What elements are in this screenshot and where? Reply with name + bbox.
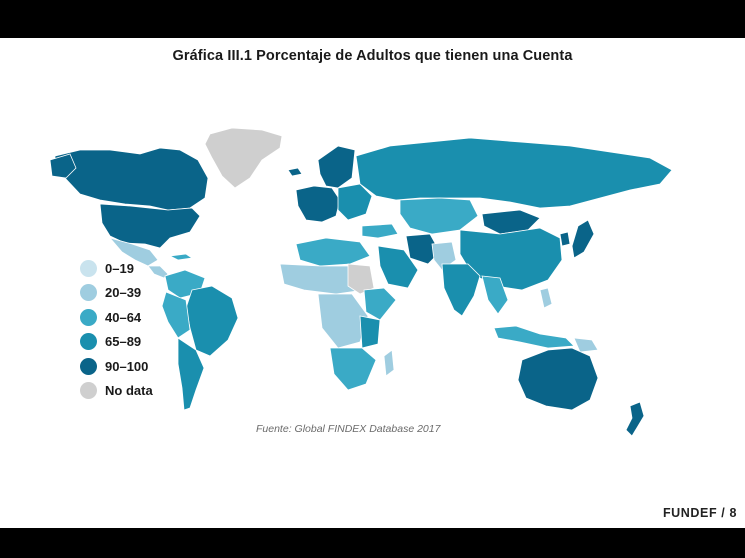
region-north-africa [295,237,371,267]
region-horn-of-africa [363,287,397,321]
region-iceland [287,167,303,177]
region-indonesia [493,325,575,349]
legend-swatch [80,333,97,351]
region-japan [571,219,595,259]
legend-swatch [80,284,97,302]
region-kazakhstan [399,197,479,235]
region-new-zealand [625,401,645,437]
region-russia [355,137,673,209]
region-greenland [204,127,283,189]
region-brazil [185,285,239,357]
legend-label: 40–64 [105,309,142,325]
region-korea [559,231,571,247]
legend-swatch [80,259,97,277]
region-scandinavia [317,145,356,189]
legend-swatch [80,308,97,326]
legend: 0–19 20–39 40–64 65–89 90–100 No data [80,256,153,403]
region-arabia [377,245,419,289]
legend-item: 40–64 [80,305,153,330]
legend-item: 20–39 [80,281,153,306]
region-southern-africa [329,347,377,391]
region-mexico [108,237,159,267]
legend-item: 90–100 [80,354,153,379]
source-note: Fuente: Global FINDEX Database 2017 [256,423,441,435]
region-papua [573,337,599,353]
chart-title: Gráfica III.1 Porcentaje de Adultos que … [172,48,573,64]
legend-swatch [80,382,97,400]
region-central-africa [317,293,369,349]
region-india [441,263,481,317]
region-australia [517,347,599,411]
region-caribbean [168,253,194,261]
world-map [49,127,673,437]
region-turkey [361,223,399,239]
region-argentina-chile [177,337,205,411]
footer-page-label: FUNDEF / 8 [662,506,737,520]
legend-item: No data [80,379,153,404]
region-madagascar [383,349,395,377]
region-indochina [481,275,509,315]
region-philippines [539,287,553,309]
legend-label: No data [105,383,153,399]
legend-item: 65–89 [80,330,153,355]
region-alaska [49,153,77,179]
region-western-europe [295,185,341,223]
region-usa [99,203,201,249]
region-canada [54,147,209,211]
legend-swatch [80,357,97,375]
legend-label: 65–89 [105,334,142,350]
legend-label: 0–19 [105,260,134,276]
legend-label: 90–100 [105,358,149,374]
legend-label: 20–39 [105,285,142,301]
region-peru-bolivia [161,291,191,339]
slide: Gráfica III.1 Porcentaje de Adultos que … [0,38,745,528]
legend-item: 0–19 [80,256,153,281]
region-east-africa [359,315,381,349]
